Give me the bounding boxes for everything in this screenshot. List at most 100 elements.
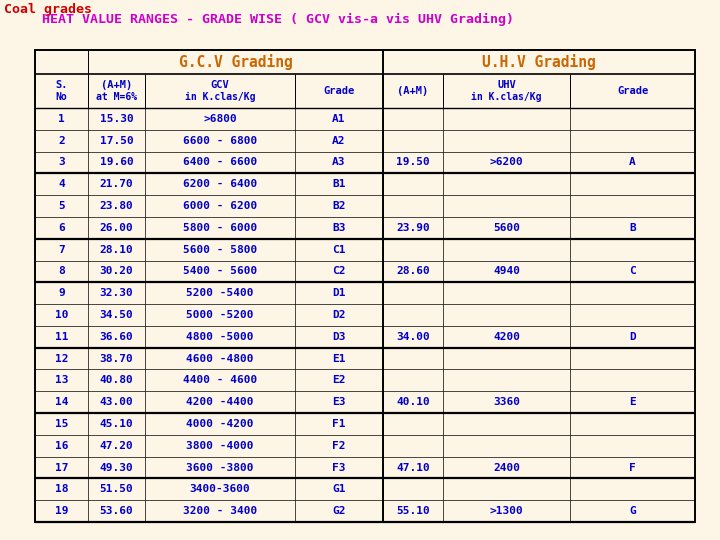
Text: 6: 6 [58,223,65,233]
Text: 10: 10 [55,310,68,320]
Text: C1: C1 [332,245,346,255]
Text: 9: 9 [58,288,65,298]
Text: 6000 - 6200: 6000 - 6200 [183,201,257,211]
Text: HEAT VALUE RANGES - GRADE WISE ( GCV vis-a vis UHV Grading): HEAT VALUE RANGES - GRADE WISE ( GCV vis… [42,13,514,26]
Text: GCV: GCV [211,80,230,90]
Text: 5: 5 [58,201,65,211]
Text: Grade: Grade [323,86,355,96]
Text: 34.50: 34.50 [99,310,133,320]
Text: 19.50: 19.50 [396,158,430,167]
Text: 3400-3600: 3400-3600 [189,484,251,494]
Text: 11: 11 [55,332,68,342]
Text: F: F [629,463,636,472]
Text: A3: A3 [332,158,346,167]
Text: C2: C2 [332,266,346,276]
Text: 4: 4 [58,179,65,189]
Text: 47.10: 47.10 [396,463,430,472]
Text: Coal grades: Coal grades [4,3,92,16]
Text: 3360: 3360 [493,397,520,407]
Text: 26.00: 26.00 [99,223,133,233]
Text: (A+M): (A+M) [101,80,132,90]
Text: B2: B2 [332,201,346,211]
Text: 45.10: 45.10 [99,419,133,429]
Text: 4400 - 4600: 4400 - 4600 [183,375,257,386]
Text: 13: 13 [55,375,68,386]
Text: 12: 12 [55,354,68,363]
Text: 5800 - 6000: 5800 - 6000 [183,223,257,233]
Text: 47.20: 47.20 [99,441,133,451]
Text: 30.20: 30.20 [99,266,133,276]
Text: 28.60: 28.60 [396,266,430,276]
Text: 15.30: 15.30 [99,114,133,124]
Text: 6400 - 6600: 6400 - 6600 [183,158,257,167]
Text: 4000 -4200: 4000 -4200 [186,419,253,429]
Text: E3: E3 [332,397,346,407]
Text: 43.00: 43.00 [99,397,133,407]
Text: G: G [629,506,636,516]
Text: 14: 14 [55,397,68,407]
Text: F2: F2 [332,441,346,451]
Text: 5600: 5600 [493,223,520,233]
Text: 17.50: 17.50 [99,136,133,146]
Text: 4200: 4200 [493,332,520,342]
Text: 23.90: 23.90 [396,223,430,233]
Text: 32.30: 32.30 [99,288,133,298]
Text: G2: G2 [332,506,346,516]
Text: A: A [629,158,636,167]
Text: in K.clas/Kg: in K.clas/Kg [472,92,541,102]
Text: 6200 - 6400: 6200 - 6400 [183,179,257,189]
Text: F1: F1 [332,419,346,429]
Text: UHV: UHV [497,80,516,90]
Text: A1: A1 [332,114,346,124]
Text: 51.50: 51.50 [99,484,133,494]
Text: 4200 -4400: 4200 -4400 [186,397,253,407]
Text: G.C.V Grading: G.C.V Grading [179,54,292,70]
Text: E2: E2 [332,375,346,386]
Text: 15: 15 [55,419,68,429]
Text: Grade: Grade [617,86,648,96]
Text: 4600 -4800: 4600 -4800 [186,354,253,363]
Text: >6200: >6200 [490,158,523,167]
Text: 28.10: 28.10 [99,245,133,255]
Text: 34.00: 34.00 [396,332,430,342]
Text: 4940: 4940 [493,266,520,276]
Text: 17: 17 [55,463,68,472]
Text: 1: 1 [58,114,65,124]
Text: 4800 -5000: 4800 -5000 [186,332,253,342]
Text: 5200 -5400: 5200 -5400 [186,288,253,298]
Text: (A+M): (A+M) [397,86,428,96]
Text: 5600 - 5800: 5600 - 5800 [183,245,257,255]
Bar [35,50,695,522]
Text: D: D [629,332,636,342]
Text: 49.30: 49.30 [99,463,133,472]
Text: No: No [55,92,68,102]
Text: 38.70: 38.70 [99,354,133,363]
Text: >1300: >1300 [490,506,523,516]
Text: 21.70: 21.70 [99,179,133,189]
Text: 53.60: 53.60 [99,506,133,516]
Text: 19.60: 19.60 [99,158,133,167]
Text: C: C [629,266,636,276]
Text: E: E [629,397,636,407]
Text: 5000 -5200: 5000 -5200 [186,310,253,320]
Text: 2: 2 [58,136,65,146]
Text: 19: 19 [55,506,68,516]
Text: D2: D2 [332,310,346,320]
Text: 6600 - 6800: 6600 - 6800 [183,136,257,146]
Text: 3: 3 [58,158,65,167]
Text: 7: 7 [58,245,65,255]
Text: E1: E1 [332,354,346,363]
Text: B: B [629,223,636,233]
Text: 3800 -4000: 3800 -4000 [186,441,253,451]
Text: 5400 - 5600: 5400 - 5600 [183,266,257,276]
Text: 55.10: 55.10 [396,506,430,516]
Text: A2: A2 [332,136,346,146]
Text: 23.80: 23.80 [99,201,133,211]
Text: >6800: >6800 [203,114,237,124]
Text: G1: G1 [332,484,346,494]
Text: 3600 -3800: 3600 -3800 [186,463,253,472]
Text: 2400: 2400 [493,463,520,472]
Text: 8: 8 [58,266,65,276]
Text: D1: D1 [332,288,346,298]
Text: 36.60: 36.60 [99,332,133,342]
